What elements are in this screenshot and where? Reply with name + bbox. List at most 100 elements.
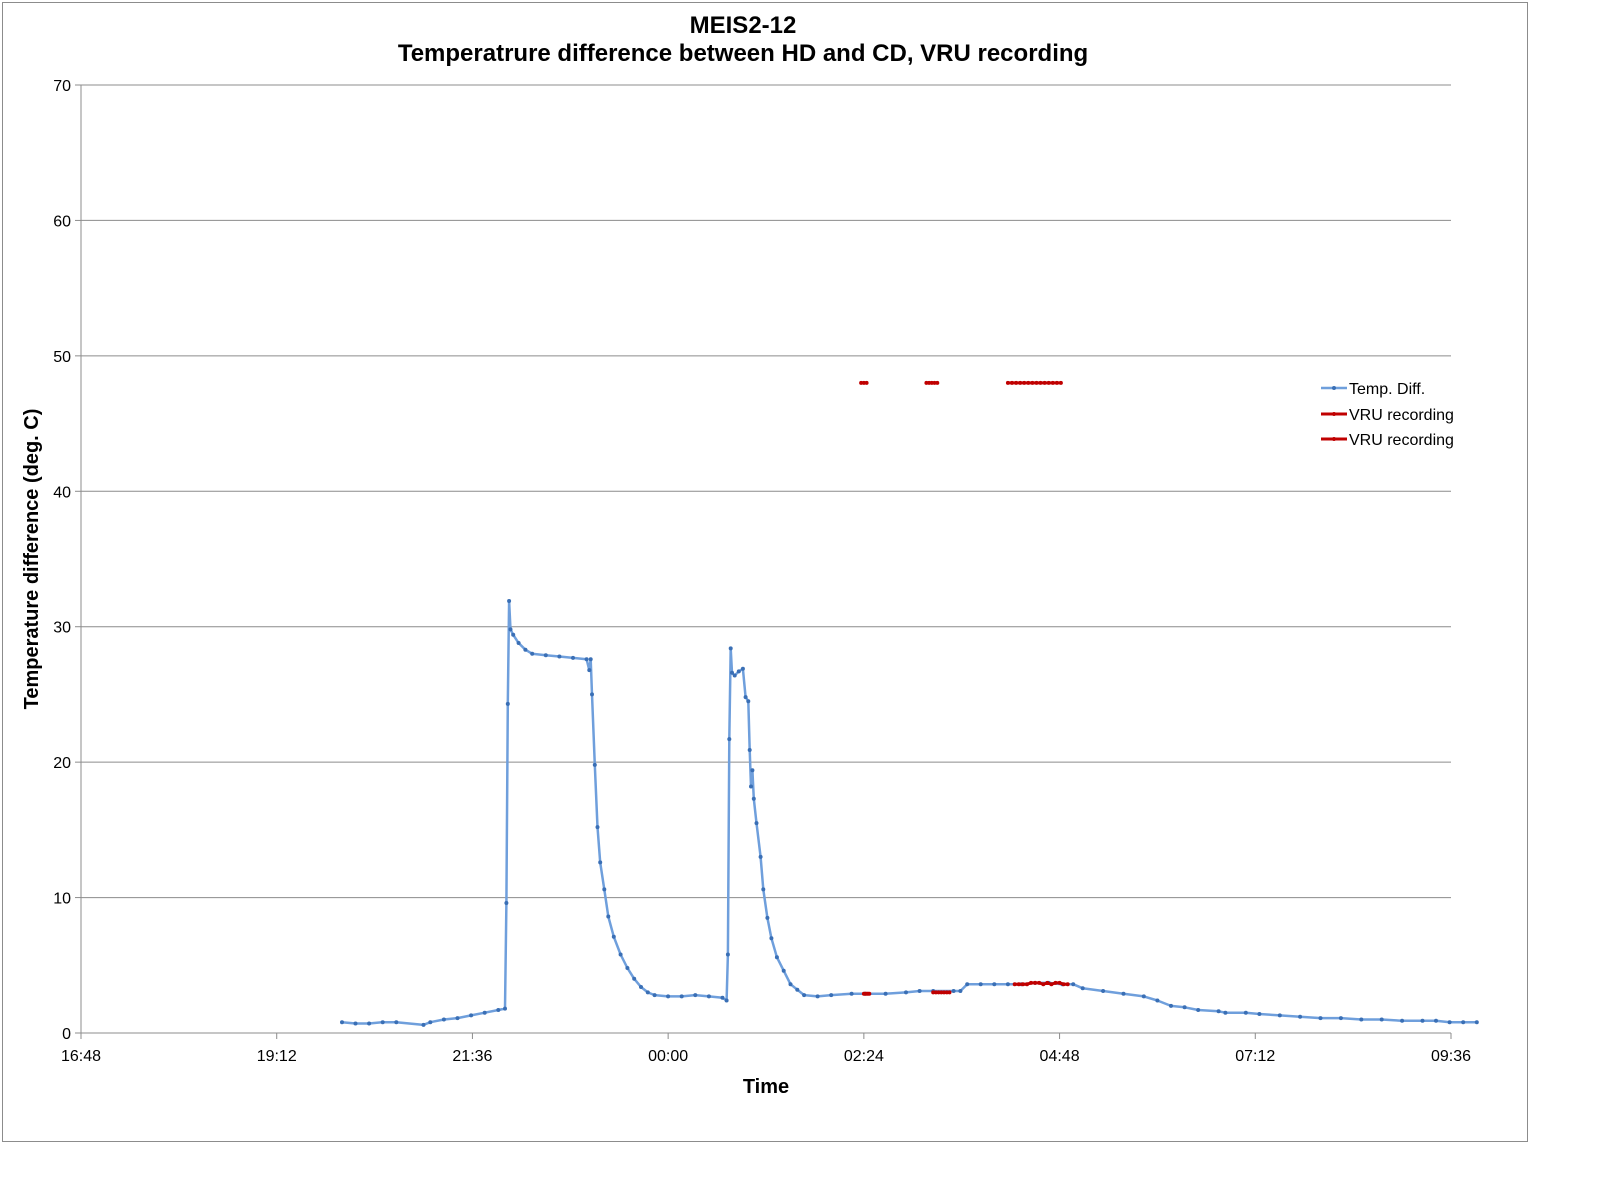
temp-diff-point: [788, 982, 793, 987]
temp-diff-point: [754, 821, 759, 826]
vru-recording-1-point: [1041, 982, 1046, 987]
temp-diff-point: [1005, 982, 1010, 987]
temp-diff-point: [1155, 998, 1160, 1003]
temp-diff-point: [353, 1021, 358, 1026]
temp-diff-point: [1196, 1008, 1201, 1012]
vru-recording-1-point: [1057, 980, 1062, 985]
temp-diff-point: [728, 646, 733, 651]
vru-recording-1-point: [1016, 982, 1021, 987]
temp-diff-point: [765, 915, 770, 920]
temp-diff-point: [1298, 1014, 1303, 1019]
temp-diff-point: [1216, 1009, 1221, 1014]
temp-diff-point: [367, 1021, 372, 1026]
temp-diff-point: [1277, 1013, 1282, 1018]
temp-diff-point: [761, 887, 766, 892]
temp-diff-point: [749, 784, 753, 789]
vru-recording-2-point: [1010, 380, 1014, 385]
vru-recording-2-point: [859, 380, 864, 385]
temp-diff-point: [584, 657, 589, 662]
y-tick-label: 60: [53, 213, 71, 230]
temp-diff-point: [1400, 1018, 1405, 1023]
temp-diff-point: [503, 1006, 507, 1011]
temp-diff-point: [1243, 1010, 1248, 1015]
temp-diff-point: [802, 993, 807, 998]
temp-diff-point: [965, 982, 970, 987]
temp-diff-point: [530, 651, 535, 656]
temp-diff-point: [1420, 1018, 1425, 1023]
temp-diff-point: [511, 632, 516, 637]
temp-diff-point: [380, 1020, 385, 1025]
vru-recording-2-point: [1042, 380, 1047, 385]
temp-diff-point: [769, 936, 774, 941]
y-tick-label: 10: [53, 891, 71, 908]
temp-diff-point: [720, 995, 725, 1000]
y-tick-label: 70: [53, 78, 71, 95]
vru-recording-2-point: [1034, 380, 1039, 385]
temp-diff-point: [504, 901, 509, 905]
y-axis-title: Temperature difference (deg. C): [21, 409, 43, 710]
vru-recording-1-point: [1037, 980, 1042, 985]
vru-recording-1-point: [1065, 982, 1070, 987]
chart-subtitle: Temperatrure difference between HD and C…: [398, 40, 1088, 67]
temp-diff-point: [1379, 1017, 1384, 1022]
x-tick-label: 04:48: [1040, 1048, 1080, 1065]
vru-recording-2-point: [1058, 380, 1063, 385]
vru-recording-1-point: [1012, 982, 1017, 987]
temp-diff-point: [543, 653, 548, 658]
legend-swatch-marker: [1332, 386, 1336, 390]
temp-diff-point: [441, 1017, 446, 1022]
temp-diff-point: [618, 952, 623, 957]
plot-area: [340, 380, 1479, 1027]
vru-recording-2-point: [1014, 380, 1019, 385]
temp-diff-point: [587, 668, 592, 673]
temp-diff-point: [482, 1010, 487, 1015]
temp-diff-point: [516, 641, 521, 645]
temp-diff-point: [849, 991, 854, 996]
temp-diff-point: [1182, 1005, 1187, 1010]
temp-diff-point: [781, 968, 786, 973]
temp-diff-point: [469, 1013, 474, 1018]
temp-diff-point: [588, 657, 593, 662]
temp-diff-point: [606, 914, 611, 919]
gridlines: [81, 84, 1451, 899]
temp-diff-point: [652, 993, 657, 998]
temp-diff-point: [1141, 994, 1146, 999]
temp-diff-point: [829, 993, 834, 998]
vru-recording-2-point: [1054, 380, 1059, 385]
temp-diff-point: [693, 993, 698, 998]
x-axis-ticks: 16:48 19:12 21:36 00:00 02:24 04:48 07:12 09:36: [61, 1033, 1471, 1065]
temp-diff-point: [428, 1020, 433, 1025]
temp-diff-point: [978, 982, 983, 987]
temp-diff-point: [611, 934, 616, 939]
temp-diff-point: [1257, 1012, 1262, 1016]
vru-recording-1-point: [867, 991, 872, 996]
temp-diff-point: [904, 990, 908, 995]
vru-recording-1-point: [947, 990, 952, 995]
vru-recording-2-point: [864, 380, 869, 385]
temp-diff-point: [1447, 1020, 1452, 1025]
temp-diff-point: [815, 994, 820, 999]
temp-diff-point: [602, 887, 607, 892]
temp-diff-point: [557, 654, 562, 659]
temp-diff-point: [750, 768, 755, 773]
temp-diff-point: [958, 989, 963, 993]
vru-recording-2-point: [1018, 380, 1023, 385]
temp-diff-point: [774, 955, 779, 960]
temp-diff-point: [743, 695, 748, 700]
vru-recording-1-point: [1061, 982, 1066, 987]
temp-diff-point: [340, 1020, 344, 1025]
x-tick-label: 02:24: [844, 1048, 884, 1065]
temp-diff-point: [421, 1022, 426, 1027]
temp-diff-point: [1080, 986, 1085, 991]
vru-recording-2-point: [935, 380, 940, 385]
x-tick-label: 00:00: [648, 1048, 688, 1065]
temp-diff-point: [632, 976, 637, 981]
x-tick-label: 19:12: [257, 1048, 297, 1065]
temp-diff-point: [724, 998, 729, 1003]
temp-diff-point: [508, 627, 513, 632]
y-axis-ticks: 0 10 20 30 40 50 60 70: [53, 78, 81, 1043]
legend: Temp. Diff. VRU recording VRU recording: [1321, 381, 1454, 449]
vru-recording-2-point: [1038, 380, 1043, 385]
temp-diff-point: [1474, 1020, 1479, 1025]
vru-recording-2-point: [932, 380, 937, 385]
